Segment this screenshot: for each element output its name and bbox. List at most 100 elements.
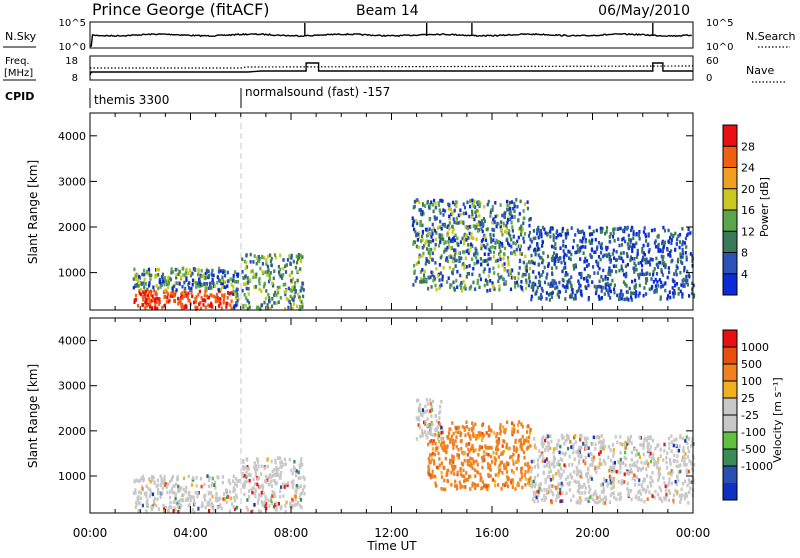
- power-cell-1180: [440, 227, 443, 231]
- velocity-cell-485: [275, 481, 278, 485]
- velocity-cell-819: [521, 434, 524, 439]
- velocity-cell-32: [154, 496, 157, 501]
- power-cell-2013: [590, 247, 594, 251]
- power-cell-1693: [623, 297, 626, 302]
- power-cell-336: [207, 274, 210, 278]
- velocity-cell-55: [208, 503, 211, 507]
- power-cell-120: [229, 277, 232, 281]
- power-cbar-seg-2: [723, 167, 737, 189]
- velocity-cell-1588: [673, 438, 676, 443]
- power-cell-1681: [670, 238, 673, 242]
- velocity-cell-511: [428, 440, 431, 444]
- velocity-cell-806: [489, 474, 492, 478]
- power-cell-1758: [638, 230, 641, 234]
- power-cell-42: [144, 282, 147, 286]
- power-cell-1761: [558, 280, 561, 285]
- date-title: 06/May/2010: [598, 3, 690, 19]
- power-cell-840: [485, 258, 488, 263]
- velocity-cell-1130: [646, 474, 649, 478]
- power-cell-44: [199, 300, 202, 305]
- power-cell-1990: [539, 280, 542, 285]
- power-cell-1182: [434, 237, 437, 242]
- power-data-cells: [132, 197, 696, 311]
- freq-left-unit: [MHz]: [4, 68, 33, 79]
- power-cell-537: [292, 298, 295, 302]
- power-cell-542: [260, 254, 264, 259]
- velocity-cell-1373: [637, 452, 640, 456]
- power-cell-925: [476, 202, 479, 207]
- velocity-cell-791: [433, 452, 437, 457]
- velocity-cell-1568: [574, 434, 577, 438]
- power-cell-1491: [593, 284, 596, 289]
- power-cell-1798: [668, 250, 671, 255]
- velocity-cell-1012: [421, 433, 424, 438]
- power-cell-418: [198, 281, 201, 285]
- velocity-cell-828: [470, 447, 473, 452]
- power-cell-1120: [462, 262, 465, 266]
- velocity-cell-20: [229, 490, 232, 494]
- velocity-cell-1152: [679, 500, 682, 504]
- velocity-cell-1659: [688, 481, 691, 485]
- velocity-cell-1393: [548, 484, 551, 489]
- velocity-cell-302: [260, 464, 263, 469]
- power-cell-229: [218, 299, 221, 304]
- power-cell-1632: [642, 251, 645, 255]
- velocity-cell-219: [134, 488, 137, 492]
- velocity-cell-838: [512, 452, 515, 457]
- velocity-cell-932: [429, 473, 432, 478]
- velocity-cell-1507: [552, 459, 555, 463]
- nave-label: Nave: [746, 64, 774, 77]
- power-cell-1421: [609, 296, 612, 300]
- power-cell-665: [419, 208, 422, 212]
- power-cell-1724: [589, 241, 592, 246]
- power-cell-1636: [570, 252, 573, 257]
- power-cell-222: [143, 277, 146, 282]
- power-cell-2049: [541, 240, 544, 245]
- power-cell-1335: [628, 238, 631, 242]
- power-cell-799: [510, 237, 513, 242]
- velocity-ylabel: Slant Range [km]: [26, 364, 40, 468]
- power-cell-1560: [564, 236, 568, 240]
- power-cell-2016: [577, 288, 580, 293]
- velocity-cell-179: [221, 475, 224, 479]
- velocity-cell-831: [468, 449, 471, 454]
- power-cell-1510: [689, 231, 692, 235]
- power-cell-1850: [631, 279, 634, 284]
- power-cell-1051: [451, 200, 455, 205]
- power-cell-1498: [584, 256, 587, 261]
- power-cell-1244: [483, 259, 486, 263]
- power-cell-1932: [600, 275, 603, 279]
- power-cell-244: [141, 272, 144, 277]
- power-cell-1025: [481, 229, 484, 234]
- velocity-cell-342: [277, 473, 280, 478]
- power-cell-1500: [634, 283, 637, 287]
- power-cell-539: [261, 262, 264, 266]
- velocity-cell-973: [437, 431, 440, 436]
- velocity-cell-1488: [668, 477, 671, 481]
- power-cell-1962: [659, 249, 662, 253]
- power-cell-1998: [594, 250, 597, 254]
- power-cell-89: [216, 280, 219, 285]
- power-cell-364: [165, 289, 168, 294]
- velocity-cell-1485: [556, 462, 559, 466]
- power-cell-434: [243, 293, 246, 297]
- power-cell-107: [133, 298, 136, 302]
- velocity-cell-617: [503, 465, 506, 470]
- power-cell-496: [292, 259, 295, 264]
- power-cell-1852: [537, 296, 540, 300]
- power-cell-13: [196, 283, 199, 288]
- velocity-cell-167: [174, 496, 177, 501]
- power-cell-1782: [648, 287, 651, 292]
- velocity-cell-1042: [428, 409, 431, 413]
- power-cell-531: [248, 305, 251, 310]
- power-cell-1231: [464, 234, 467, 239]
- power-cell-1702: [604, 231, 607, 236]
- velocity-cell-1032: [435, 419, 438, 423]
- power-cell-2008: [669, 254, 672, 258]
- power-cell-714: [448, 203, 451, 207]
- power-cell-953: [482, 259, 485, 263]
- power-cell-631: [297, 255, 300, 260]
- velocity-cell-1083: [684, 479, 687, 484]
- power-cell-1284: [484, 235, 487, 239]
- velocity-cell-90: [192, 498, 196, 503]
